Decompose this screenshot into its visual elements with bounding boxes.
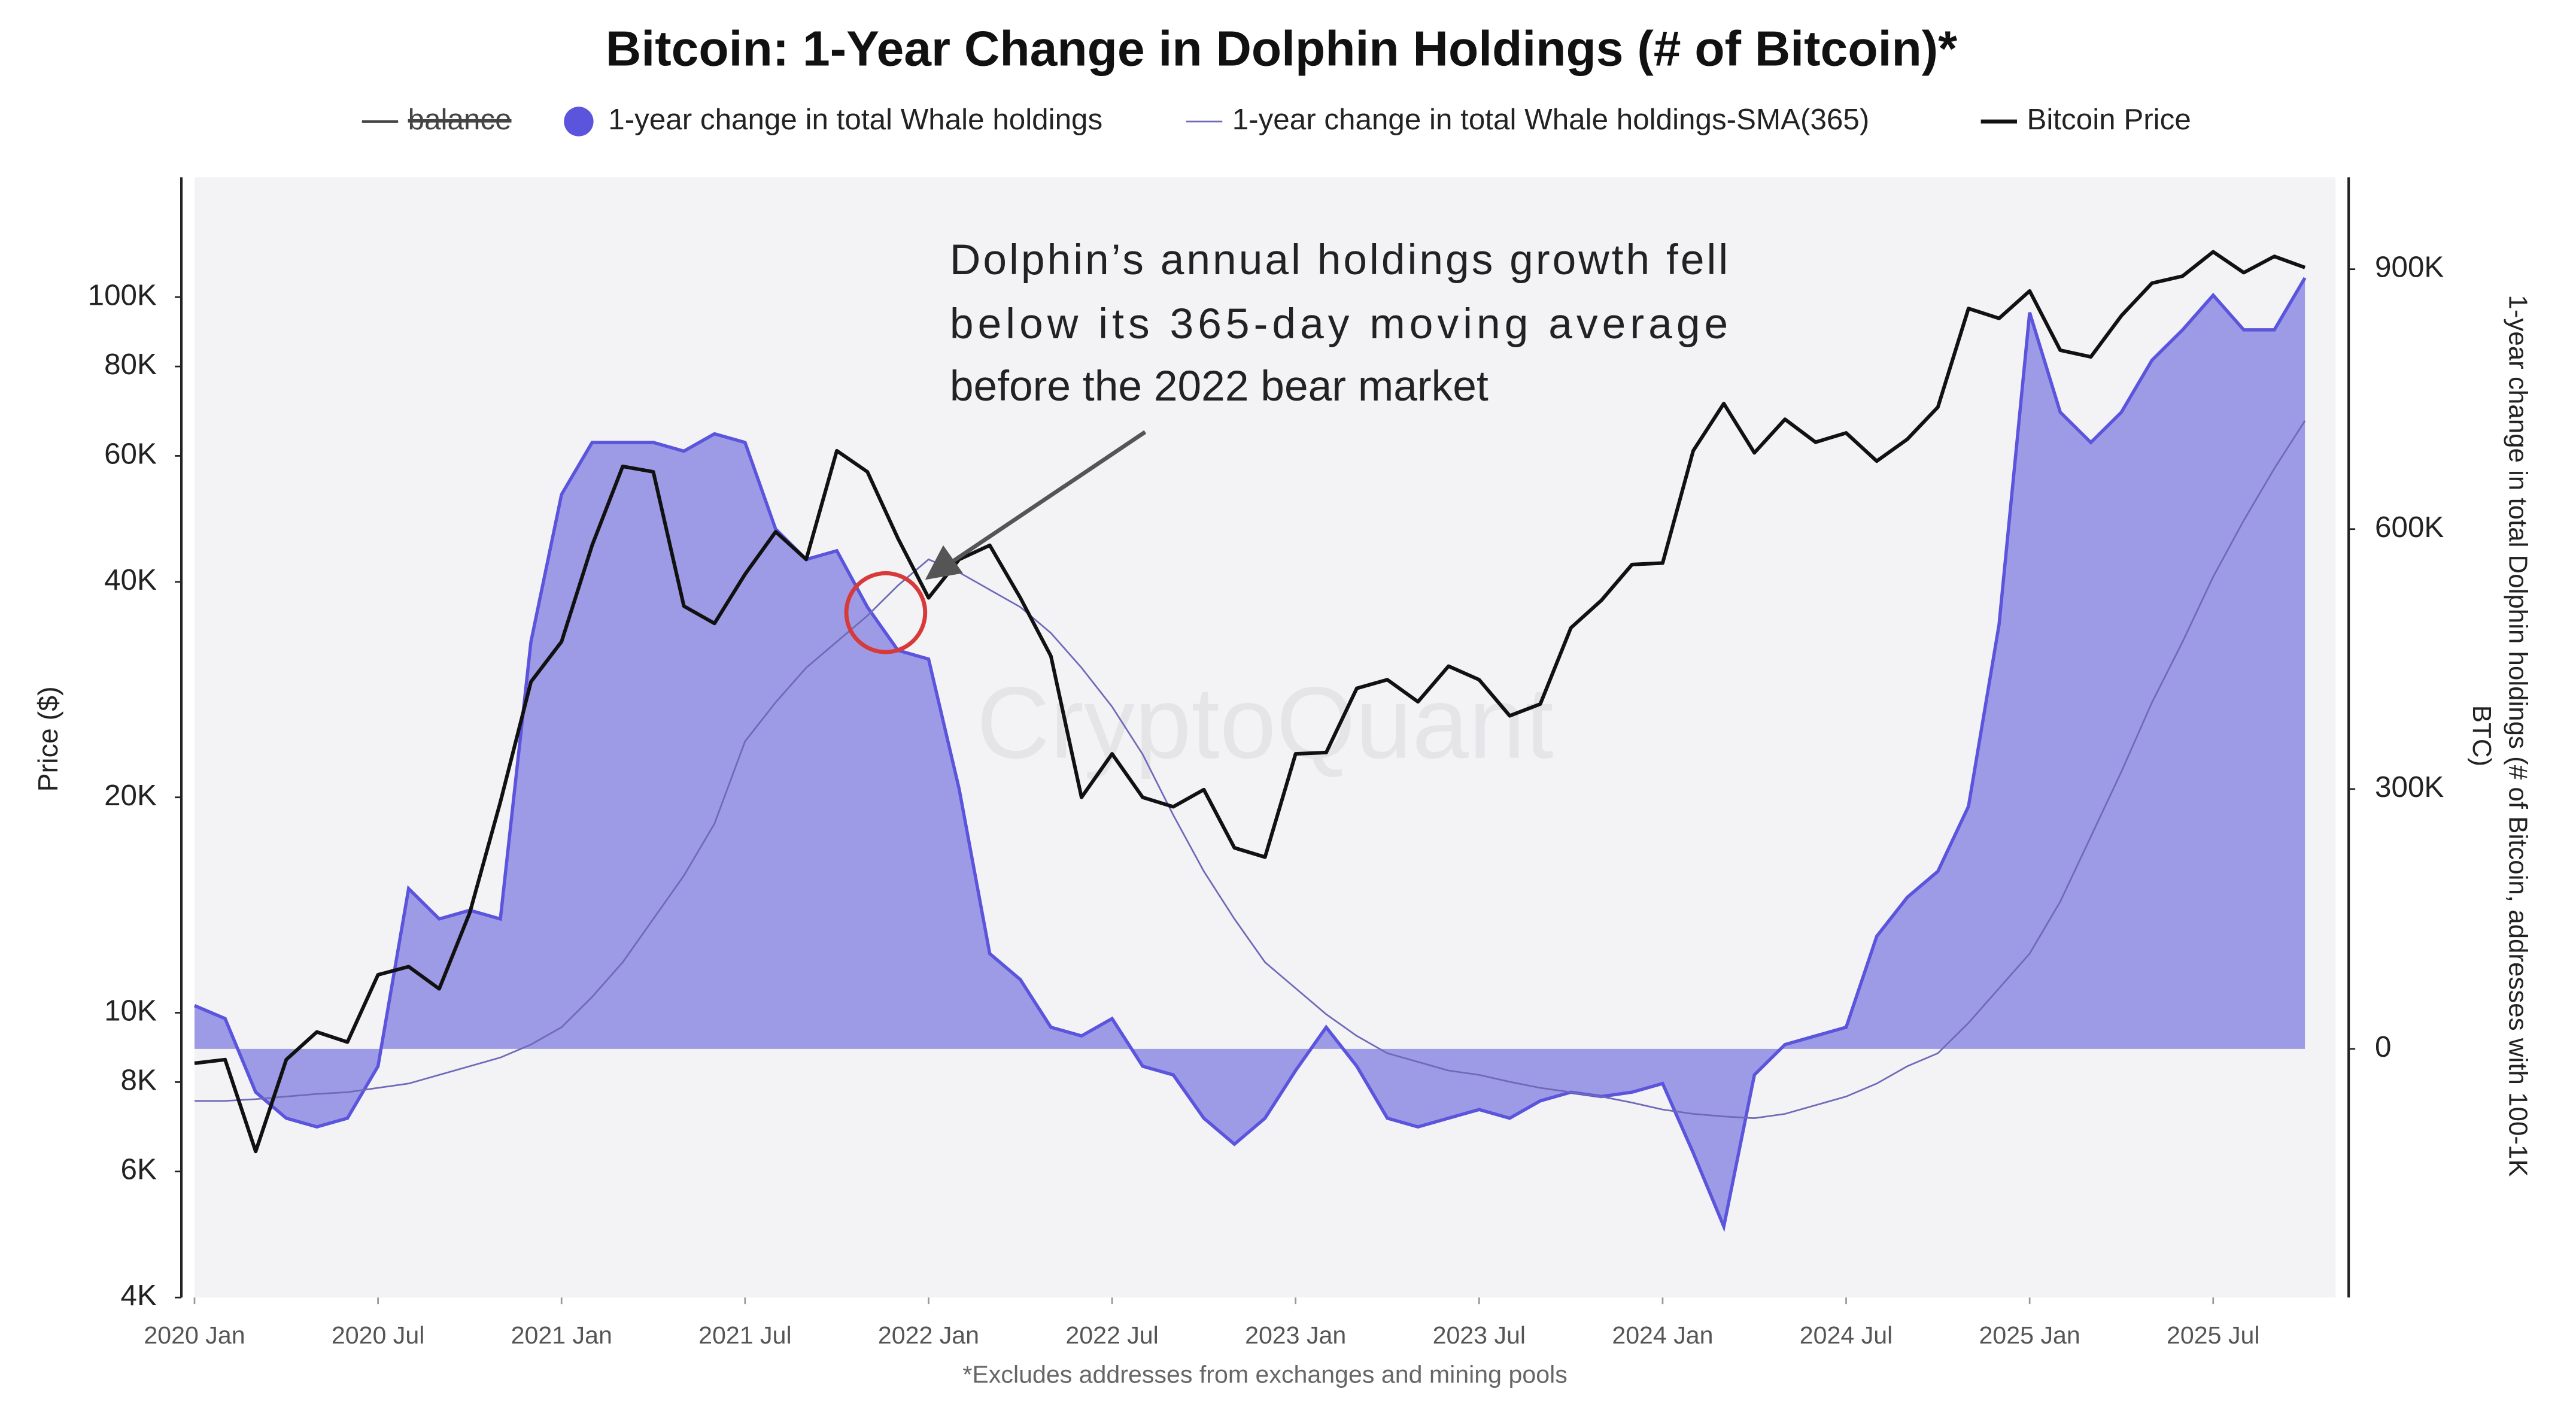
legend-swatch [564, 107, 594, 137]
x-tick-label: 2023 Jul [1433, 1321, 1526, 1349]
x-tick-label: 2025 Jul [2167, 1321, 2259, 1349]
watermark: CryptoQuant [976, 666, 1553, 780]
annotation-arrow [948, 430, 1147, 565]
y-tick-label: 8K [121, 1063, 157, 1096]
x-tick-label: 2024 Jan [1612, 1321, 1713, 1349]
y-tick-label: 40K [104, 563, 157, 596]
annotation-text: Dolphin’s annual holdings growth fell [950, 236, 1728, 284]
y2-tick-label: 0 [2375, 1030, 2391, 1063]
y-tick-label: 80K [104, 348, 157, 381]
x-tick-label: 2021 Jul [698, 1321, 791, 1349]
price-line [194, 250, 2306, 1154]
x-tick-label: 2023 Jan [1245, 1321, 1346, 1349]
y2-axis-label: 1-year change in total Dolphin holdings … [2503, 295, 2532, 1176]
chart-title: Bitcoin: 1-Year Change in Dolphin Holdin… [606, 22, 1957, 77]
y2-tick-label: 300K [2375, 771, 2444, 803]
x-tick-label: 2020 Jan [144, 1321, 245, 1349]
footnote: *Excludes addresses from exchanges and m… [962, 1361, 1567, 1388]
legend-label: Bitcoin Price [2027, 103, 2191, 136]
x-tick-label: 2022 Jul [1065, 1321, 1158, 1349]
x-tick-label: 2021 Jan [511, 1321, 612, 1349]
y-tick-label: 20K [104, 779, 157, 812]
y2-tick-label: 900K [2375, 251, 2444, 284]
annotation-arrowhead [925, 545, 963, 580]
y-tick-label: 10K [104, 994, 157, 1027]
sma-line [194, 420, 2306, 1120]
y-tick-label: 60K [104, 437, 157, 470]
highlight-circle [844, 571, 928, 654]
x-tick-label: 2022 Jan [878, 1321, 979, 1349]
y-tick-label: 100K [88, 278, 157, 311]
area [194, 278, 2305, 1227]
y2-tick-label: 600K [2375, 511, 2444, 544]
y-tick-label: 6K [121, 1153, 157, 1186]
x-tick-label: 2025 Jan [1979, 1321, 2080, 1349]
annotation-text: before the 2022 bear market [950, 362, 1489, 410]
x-tick-label: 2024 Jul [1800, 1321, 1892, 1349]
y2-axis-label: BTC) [2467, 705, 2496, 766]
y-tick-label: 4K [121, 1279, 157, 1312]
legend-label: 1-year change in total Whale holdings [608, 103, 1102, 136]
y-axis-label: Price ($) [32, 686, 63, 792]
legend-label: balance [408, 103, 512, 136]
x-tick-label: 2020 Jul [332, 1321, 424, 1349]
legend-label: 1-year change in total Whale holdings-SM… [1232, 103, 1870, 136]
area-edge [193, 277, 2307, 1232]
annotation-text: below its 365-day moving average [950, 300, 1728, 348]
